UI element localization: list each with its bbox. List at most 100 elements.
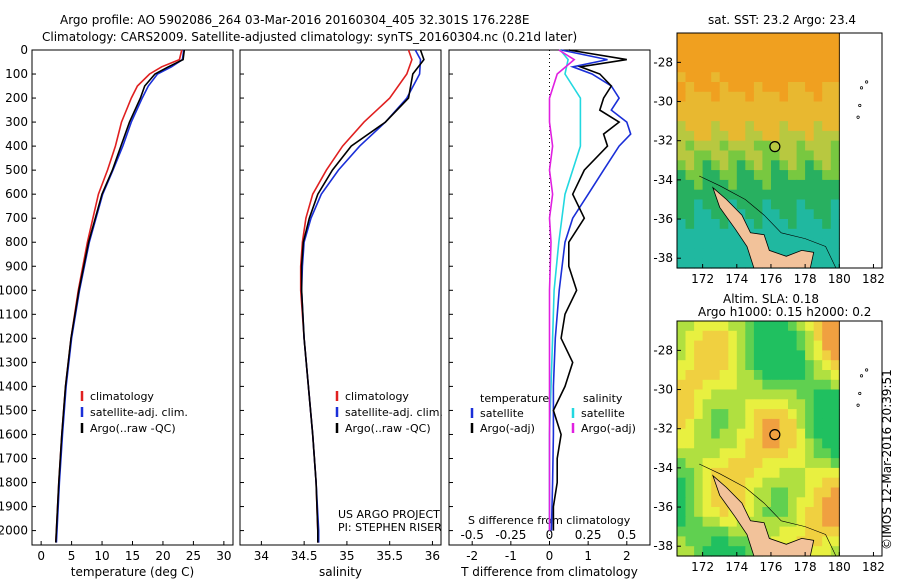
map-cell bbox=[822, 101, 832, 112]
map-cell bbox=[753, 150, 763, 161]
map-cell bbox=[779, 189, 789, 201]
map-cell bbox=[805, 209, 815, 220]
map-cell bbox=[694, 399, 704, 410]
x-tick-label: 34 bbox=[254, 549, 269, 563]
map-cell bbox=[694, 536, 704, 547]
x-tick-label: 25 bbox=[186, 549, 201, 563]
map-cell bbox=[762, 91, 772, 103]
y-tick-label: -38 bbox=[653, 251, 673, 265]
map-cell bbox=[805, 219, 815, 230]
map-cell bbox=[830, 82, 840, 93]
map-cell bbox=[796, 360, 806, 371]
map-cell bbox=[694, 160, 704, 171]
map-cell bbox=[728, 248, 738, 259]
map-cell bbox=[753, 428, 763, 440]
map-cell bbox=[830, 546, 840, 557]
map-cell bbox=[745, 487, 755, 498]
map-cell bbox=[805, 438, 815, 449]
map-cell bbox=[736, 409, 746, 420]
map-cell bbox=[719, 448, 729, 459]
map-cell bbox=[719, 62, 729, 73]
map-cell bbox=[736, 199, 746, 210]
map-cell bbox=[685, 321, 695, 332]
map-cell bbox=[788, 379, 798, 391]
map-cell bbox=[762, 33, 772, 44]
map-cell bbox=[745, 72, 755, 83]
map-cell bbox=[788, 467, 798, 479]
x-tick-label: 34.5 bbox=[291, 549, 318, 563]
map-cell bbox=[796, 321, 806, 332]
map-cell bbox=[677, 82, 687, 93]
map-cell bbox=[736, 467, 746, 479]
map-cell bbox=[728, 370, 738, 381]
map-cell bbox=[702, 258, 712, 269]
map-cell bbox=[745, 458, 755, 469]
map-cell bbox=[771, 379, 781, 391]
map-cell bbox=[736, 330, 746, 342]
map-cell bbox=[796, 62, 806, 73]
map-cell bbox=[779, 370, 789, 381]
map-cell bbox=[813, 321, 823, 332]
map-cell bbox=[753, 82, 763, 93]
map-cell bbox=[753, 321, 763, 332]
legend-label: satellite bbox=[480, 407, 524, 420]
map-cell bbox=[830, 467, 840, 479]
map-cell bbox=[694, 428, 704, 440]
map-cell bbox=[822, 209, 832, 220]
map-cell bbox=[822, 536, 832, 547]
island-marker bbox=[859, 86, 864, 90]
map-cell bbox=[779, 379, 789, 391]
map-cell bbox=[711, 370, 721, 381]
map-cell bbox=[694, 526, 704, 537]
map-cell bbox=[745, 350, 755, 361]
map-cell bbox=[728, 477, 738, 489]
map-cell bbox=[822, 526, 832, 537]
map-cell bbox=[813, 507, 823, 518]
map-cell bbox=[728, 546, 738, 557]
map-cell bbox=[788, 399, 798, 410]
map-cell bbox=[702, 448, 712, 459]
map-cell bbox=[677, 91, 687, 103]
x-tick-label: 176 bbox=[760, 272, 783, 286]
map-cell bbox=[711, 140, 721, 152]
map-cell bbox=[813, 52, 823, 63]
map-cell bbox=[711, 428, 721, 440]
map-cell bbox=[694, 62, 704, 73]
map-cell bbox=[779, 458, 789, 469]
map-cell bbox=[771, 121, 781, 132]
map-cell bbox=[788, 101, 798, 112]
legend-label: satellite-adj. clim. bbox=[345, 406, 443, 419]
y-tick-label: 800 bbox=[5, 235, 28, 249]
map-cell bbox=[796, 189, 806, 201]
map-cell bbox=[719, 360, 729, 371]
map-cell bbox=[771, 160, 781, 171]
map-cell bbox=[677, 101, 687, 112]
map-cell bbox=[728, 91, 738, 103]
map-cell bbox=[788, 179, 798, 191]
island-marker bbox=[856, 403, 860, 407]
map-cell bbox=[753, 33, 763, 44]
map-cell bbox=[788, 438, 798, 449]
map-cell bbox=[711, 536, 721, 547]
map-cell bbox=[813, 458, 823, 469]
map-cell bbox=[779, 330, 789, 342]
map-cell bbox=[677, 370, 687, 381]
x-tick-label: 182 bbox=[862, 272, 885, 286]
map-cell bbox=[779, 536, 789, 547]
bathymetry-contour bbox=[699, 175, 837, 269]
map-cell bbox=[762, 189, 772, 201]
legend-label: Argo(-adj) bbox=[581, 422, 636, 435]
map-cell bbox=[711, 179, 721, 191]
map-cell bbox=[694, 248, 704, 259]
map-cell bbox=[753, 379, 763, 391]
map-cell bbox=[719, 209, 729, 220]
map-cell bbox=[822, 428, 832, 440]
map-cell bbox=[796, 340, 806, 351]
map-cell bbox=[813, 258, 823, 269]
map-cell bbox=[771, 350, 781, 361]
map-cell bbox=[728, 330, 738, 342]
map-cell bbox=[771, 389, 781, 400]
map-cell bbox=[728, 101, 738, 112]
map-cell bbox=[788, 82, 798, 93]
x-tick-label: 30 bbox=[216, 549, 231, 563]
